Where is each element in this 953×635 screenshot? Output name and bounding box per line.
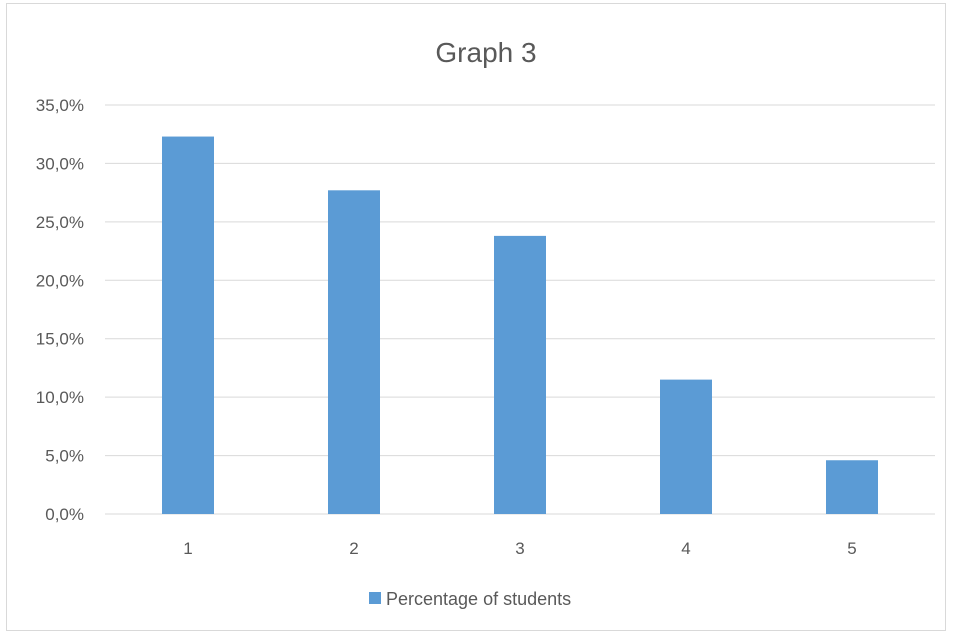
x-tick-label: 4 (681, 539, 690, 558)
y-tick-label: 5,0% (45, 447, 84, 466)
chart-title: Graph 3 (435, 37, 536, 68)
y-tick-label: 30,0% (36, 154, 84, 173)
legend-label: Percentage of students (386, 589, 571, 609)
x-tick-label: 1 (183, 539, 192, 558)
y-tick-label: 0,0% (45, 505, 84, 524)
bar-2 (328, 190, 380, 514)
y-tick-label: 25,0% (36, 213, 84, 232)
y-tick-label: 10,0% (36, 388, 84, 407)
y-tick-label: 15,0% (36, 330, 84, 349)
y-tick-label: 20,0% (36, 271, 84, 290)
x-tick-label: 5 (847, 539, 856, 558)
bar-4 (660, 379, 712, 514)
y-axis-ticks: 0,0% 5,0% 10,0% 15,0% 20,0% 25,0% 30,0% 35,0% (36, 96, 84, 524)
x-tick-label: 3 (515, 539, 524, 558)
bar-5 (826, 460, 878, 514)
bar-3 (494, 235, 546, 514)
legend-swatch (369, 592, 381, 604)
x-axis-ticks: 1 2 3 4 5 (183, 539, 856, 558)
y-tick-label: 35,0% (36, 96, 84, 115)
bars (162, 136, 878, 514)
bar-1 (162, 136, 214, 514)
legend: Percentage of students (369, 589, 571, 609)
x-tick-label: 2 (349, 539, 358, 558)
